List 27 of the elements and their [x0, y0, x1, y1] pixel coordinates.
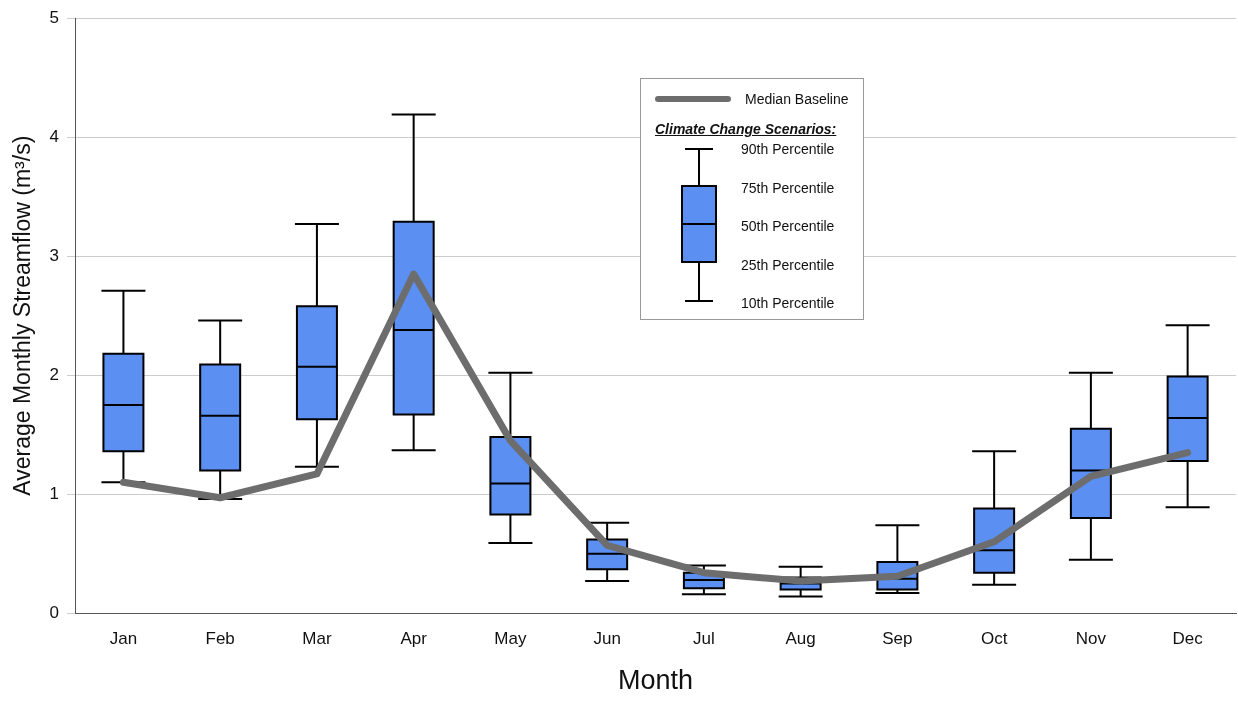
annotation: 50th Percentile — [741, 218, 835, 234]
x-tick-label: Sep — [882, 629, 913, 649]
y-tick-label: 4 — [49, 126, 60, 146]
x-tick-label: Apr — [400, 629, 428, 649]
x-tick-label: May — [494, 629, 527, 649]
y-tick-label: 5 — [49, 7, 60, 27]
legend-title: Climate Change Scenarios: — [655, 121, 838, 137]
x-tick-label: Nov — [1075, 629, 1107, 649]
x-tick-label: Feb — [205, 629, 235, 649]
y-tick-label: 0 — [49, 602, 60, 622]
x-tick-label: Jul — [693, 629, 715, 649]
annotation: 75th Percentile — [741, 179, 835, 196]
x-tick-label: Aug — [785, 629, 816, 649]
x-tick-label: Jun — [593, 629, 621, 649]
annotation: 90th Percentile — [741, 141, 835, 157]
x-tick-label: Dec — [1172, 629, 1204, 649]
y-axis-title: Average Monthly Streamflow (m³/s) — [9, 135, 36, 496]
x-tick-label: Jan — [109, 629, 138, 649]
y-tick-label: 3 — [49, 245, 60, 265]
y-tick-label: 1 — [49, 483, 60, 503]
text: Median Baseline — [745, 91, 849, 107]
annotation: 10th Percentile — [741, 295, 835, 311]
y-tick-label: 2 — [49, 364, 60, 384]
x-tick-label: Mar — [302, 629, 332, 649]
annotation: 25th Percentile — [741, 256, 835, 273]
x-tick-label: Oct — [980, 629, 1008, 649]
x-axis-title: Month — [618, 665, 694, 696]
